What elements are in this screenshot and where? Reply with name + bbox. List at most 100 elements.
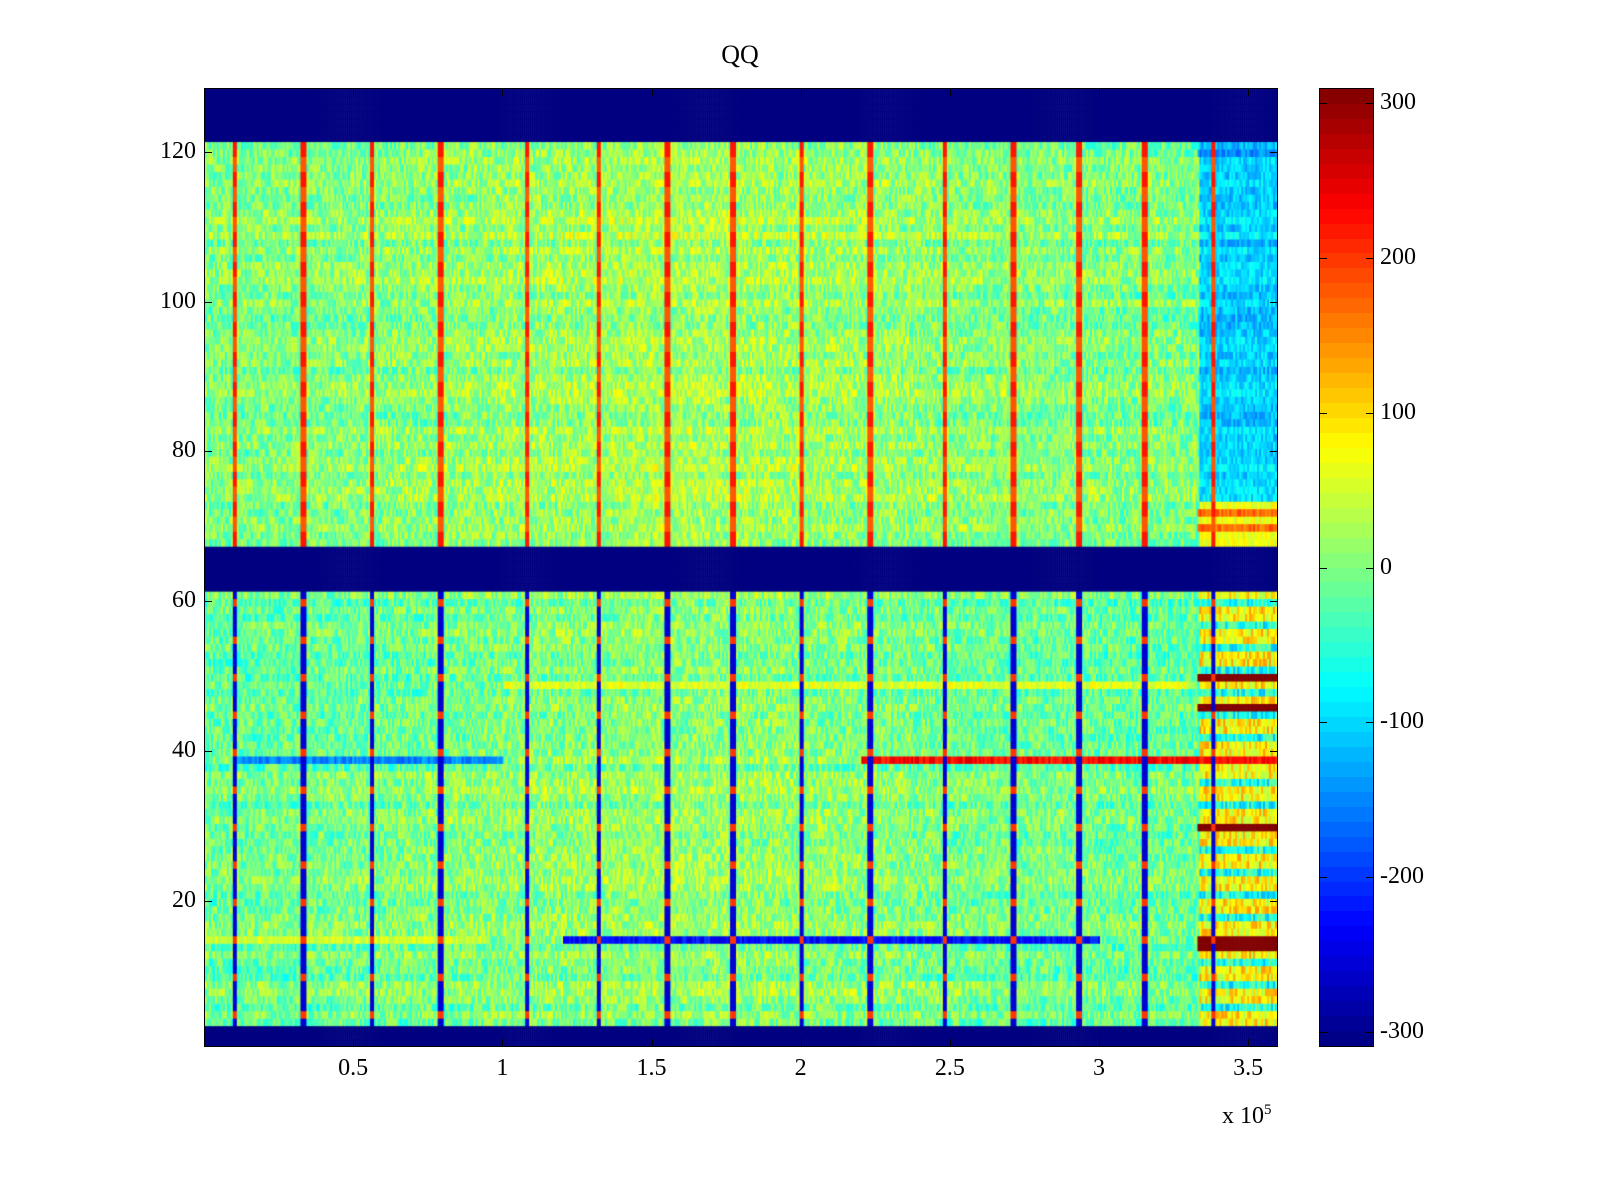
y-tick-label: 80 [172,437,196,464]
colorbar-tick [1319,1031,1327,1033]
x-tick-top [1248,88,1250,96]
x-tick [651,1039,653,1047]
colorbar-segment [1320,761,1373,777]
colorbar-segment [1320,1016,1373,1032]
y-tick-right [1270,451,1278,453]
x-tick [1099,1039,1100,1047]
x-tick-top [353,88,355,96]
colorbar-segment [1320,552,1373,568]
colorbar-segment [1320,806,1373,822]
y-tick [204,900,212,902]
colorbar-segment [1320,746,1373,762]
x-tick [502,1039,504,1047]
colorbar-segment [1320,268,1373,284]
x-tick-top [949,88,951,96]
colorbar-segment [1320,791,1373,807]
colorbar-tick-label: -100 [1380,708,1424,735]
colorbar-segment [1320,89,1373,104]
colorbar-segment [1320,971,1373,987]
colorbar-segment [1320,582,1373,598]
colorbar-segment [1320,178,1373,194]
colorbar-segment [1320,881,1373,897]
colorbar-tick [1319,258,1327,260]
colorbar-segment [1320,298,1373,314]
x-multiplier-exponent: 5 [1264,1102,1272,1118]
y-tick [204,151,212,153]
x-tick-label: 2.5 [934,1055,965,1081]
colorbar-segment [1320,672,1373,688]
colorbar-segment [1320,283,1373,299]
colorbar-tick [1319,876,1327,878]
colorbar-segment [1320,403,1373,418]
colorbar-segment [1320,118,1373,134]
colorbar-segment [1320,208,1373,224]
colorbar-tick-right [1366,412,1374,414]
colorbar-tick-right [1366,258,1374,260]
colorbar-segment [1320,597,1373,613]
x-tick-label: 3.5 [1233,1055,1264,1081]
colorbar-segment [1320,103,1373,119]
colorbar-segment [1320,432,1373,448]
colorbar-segment [1320,821,1373,837]
colorbar-segment [1320,148,1373,164]
colorbar-tick-label: 300 [1380,89,1416,116]
x-tick [353,1039,355,1047]
colorbar-segment [1320,776,1373,792]
y-tick-right [1270,601,1278,603]
colorbar-tick-label: 0 [1380,553,1392,580]
x-tick-top [800,88,802,96]
colorbar-segment [1320,253,1373,269]
y-tick-label: 60 [172,587,196,614]
colorbar-segment [1320,1031,1373,1046]
colorbar-tick-label: -300 [1380,1017,1424,1044]
x-tick-top [502,88,504,96]
colorbar-tick-label: -200 [1380,862,1424,889]
colorbar-segment [1320,642,1373,658]
colorbar-segment [1320,477,1373,493]
colorbar-segment [1320,193,1373,209]
colorbar-segment [1320,462,1373,478]
x-multiplier-base: x 10 [1222,1103,1264,1129]
x-tick-label: 1 [496,1055,509,1081]
colorbar [1319,88,1374,1047]
colorbar-segment [1320,388,1373,404]
y-tick-right [1270,751,1278,753]
colorbar-segment [1320,851,1373,867]
colorbar-segment [1320,731,1373,747]
x-tick [1248,1039,1250,1047]
colorbar-segment [1320,223,1373,239]
colorbar-segment [1320,941,1373,957]
colorbar-segment [1320,956,1373,972]
colorbar-segment [1320,373,1373,389]
colorbar-segment [1320,986,1373,1002]
colorbar-segment [1320,417,1373,433]
colorbar-segment [1320,866,1373,882]
y-tick-right [1270,151,1278,153]
colorbar-segment [1320,717,1373,732]
y-tick [204,451,212,453]
colorbar-tick-right [1366,876,1374,878]
colorbar-tick-right [1366,567,1374,569]
colorbar-segment [1320,133,1373,149]
colorbar-tick-label: 100 [1380,398,1416,425]
colorbar-segment [1320,328,1373,344]
y-tick [204,751,212,753]
colorbar-segment [1320,507,1373,523]
colorbar-segment [1320,163,1373,179]
y-tick [204,301,212,303]
colorbar-tick-label: 200 [1380,244,1416,271]
y-tick-right [1270,301,1278,303]
colorbar-segment [1320,522,1373,538]
colorbar-segment [1320,627,1373,643]
colorbar-tick-right [1366,103,1374,105]
heatmap-plot-area [204,88,1278,1047]
x-multiplier: x 105 [1222,1102,1272,1130]
colorbar-tick-right [1366,1031,1374,1033]
x-tick-label: 2 [794,1055,807,1081]
x-tick [949,1039,951,1047]
colorbar-tick [1319,722,1327,724]
colorbar-segment [1320,702,1373,718]
y-tick-label: 120 [160,137,196,164]
colorbar-tick [1319,103,1327,105]
x-tick-top [651,88,653,96]
